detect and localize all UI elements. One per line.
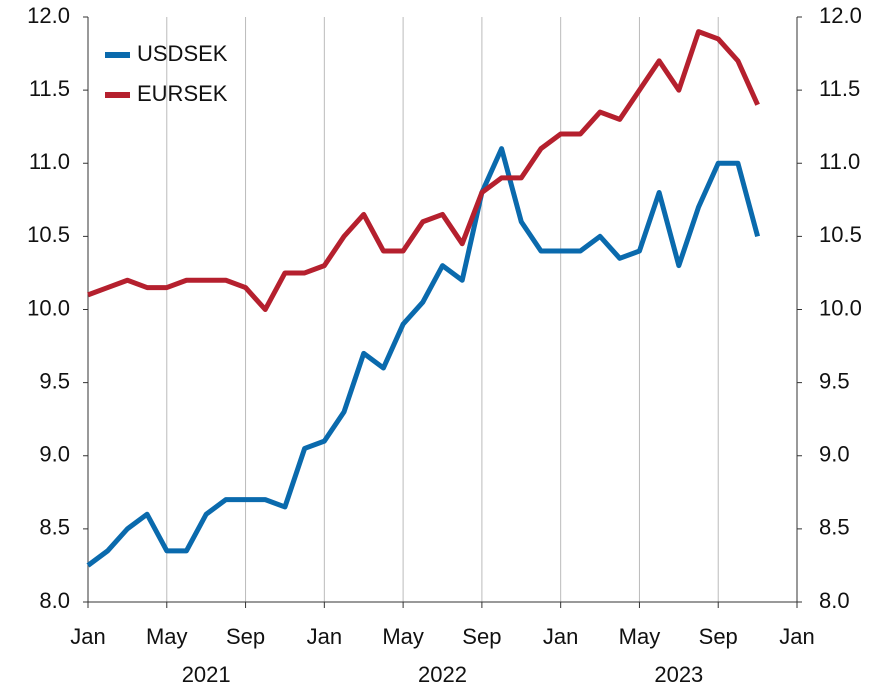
- x-tick-label: May: [619, 624, 661, 649]
- x-tick-label: May: [146, 624, 188, 649]
- y2-tick-label: 8.0: [819, 588, 850, 613]
- y2-tick-label: 10.0: [819, 295, 862, 320]
- y2-tick-label: 11.5: [819, 76, 860, 101]
- line-series: [87, 29, 760, 312]
- y2-tick-label: 9.5: [819, 368, 850, 393]
- x-tick-label: Jan: [70, 624, 105, 649]
- y-tick-label: 11.0: [29, 149, 70, 174]
- y-tick-label: 11.5: [29, 76, 70, 101]
- x-tick-label: Sep: [462, 624, 501, 649]
- legend-label: USDSEK: [137, 41, 228, 66]
- y-tick-label: 9.5: [39, 368, 70, 393]
- y-tick-label: 12.0: [27, 3, 70, 28]
- y-tick-label: 10.5: [27, 222, 70, 247]
- x-tick-label: Jan: [543, 624, 578, 649]
- y-tick-label: 10.0: [27, 295, 70, 320]
- y2-tick-label: 11.0: [819, 149, 860, 174]
- y-tick-label: 8.5: [39, 515, 70, 540]
- x-tick-label: Sep: [226, 624, 265, 649]
- y-tick-label: 8.0: [39, 588, 70, 613]
- y2-tick-label: 8.5: [819, 515, 850, 540]
- y2-tick-label: 9.0: [819, 442, 850, 467]
- x-tick-label: Jan: [307, 624, 342, 649]
- y2-tick-label: 10.5: [819, 222, 862, 247]
- year-label: 2022: [418, 662, 467, 687]
- year-label: 2021: [182, 662, 231, 687]
- year-label: 2023: [654, 662, 703, 687]
- y-tick-label: 9.0: [39, 442, 70, 467]
- x-tick-label: Sep: [699, 624, 738, 649]
- legend-label: EURSEK: [137, 81, 228, 106]
- line-series: [86, 146, 761, 568]
- x-tick-label: May: [382, 624, 424, 649]
- x-tick-label: Jan: [779, 624, 814, 649]
- y2-tick-label: 12.0: [819, 3, 862, 28]
